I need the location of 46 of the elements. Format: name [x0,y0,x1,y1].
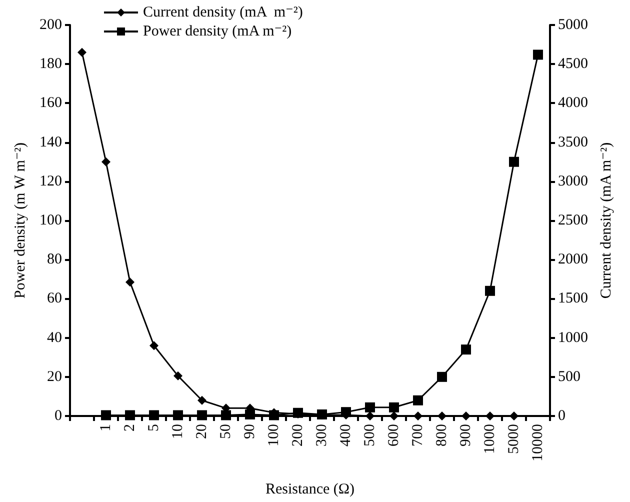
y-tick-label: 40 [47,330,62,346]
y2-tick-label: 4000 [558,95,588,112]
x-tick-label: 5000 [506,424,522,454]
legend-label: Power density (mA m⁻²) [143,24,292,40]
x-tick-label: 2 [122,424,138,432]
x-tick-label: 10 [170,424,186,439]
x-tick-label: 1 [98,424,114,432]
y2-tick-label: 1000 [558,330,588,346]
x-tick-label: 500 [362,424,378,446]
x-tick-label: 20 [194,424,210,439]
y2-tick-label: 2000 [558,252,588,268]
y2-tick-label: 3500 [558,134,588,150]
y-tick-label: 160 [40,95,62,112]
x-tick-label: 400 [338,424,354,446]
x-tick-label: 200 [290,424,306,446]
x-tick-label: 10000 [530,424,546,462]
y-tick-label: 140 [40,134,62,150]
y2-tick-label: 2500 [558,212,588,228]
x-tick-label: 700 [410,424,426,446]
x-tick-label: 1000 [482,424,498,454]
y-tick-label: 0 [54,408,62,424]
y2-axis-title: Current density (mA m⁻²) [598,142,614,299]
y2-tick-label: 4500 [558,56,588,72]
y-tick-label: 200 [40,17,62,33]
y-tick-label: 20 [47,368,62,385]
x-tick-label: 300 [314,424,330,446]
x-tick-label: 600 [386,424,402,446]
x-axis-title: Resistance (Ω) [265,482,355,498]
y2-tick-label: 500 [558,368,580,385]
x-tick-label: 800 [434,424,450,446]
y-tick-label: 120 [40,173,62,190]
y2-tick-label: 0 [558,408,566,424]
legend-label: Current density (mA m⁻²) [143,4,303,20]
y2-tick-label: 5000 [558,17,588,33]
x-tick-label: 100 [266,424,282,446]
y2-tick-label: 3000 [558,173,588,190]
y-tick-label: 180 [40,56,62,72]
x-tick-label: 90 [242,424,258,439]
y-tick-label: 60 [47,290,62,307]
x-tick-label: 5 [146,424,162,432]
y2-tick-label: 1500 [558,290,588,307]
x-tick-label: 50 [218,424,234,439]
x-tick-label: 900 [458,424,474,446]
y-tick-label: 100 [40,212,62,228]
y-axis-title: Power density (m W m⁻²) [12,142,28,299]
y-tick-label: 80 [47,252,62,268]
